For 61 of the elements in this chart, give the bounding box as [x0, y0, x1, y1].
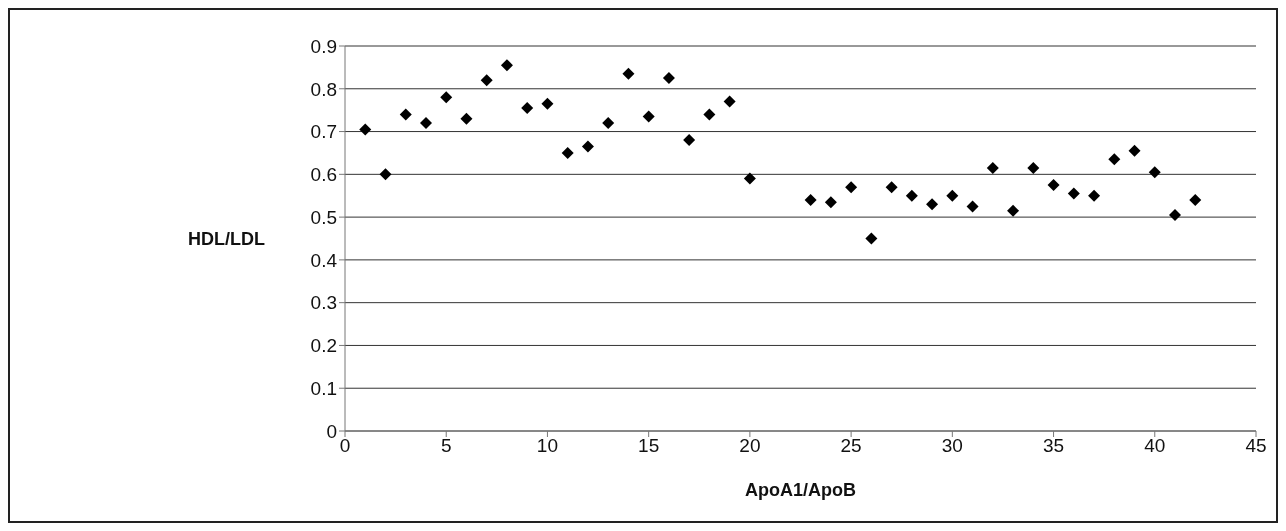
point — [1108, 153, 1121, 166]
point — [399, 108, 412, 121]
point — [419, 117, 432, 129]
point — [602, 117, 615, 129]
x-tick-label: 25 — [840, 435, 862, 457]
point — [1007, 204, 1020, 217]
point — [460, 112, 473, 125]
x-tick-label: 35 — [1042, 435, 1065, 457]
point — [946, 189, 959, 202]
y-tick-label: 0.8 — [310, 78, 337, 100]
y-tick-label: 0.3 — [310, 292, 337, 314]
point — [622, 67, 635, 80]
point — [1067, 187, 1080, 200]
x-tick-label: 20 — [739, 435, 761, 457]
y-tick-label: 0.5 — [310, 206, 337, 228]
point — [905, 189, 918, 202]
point — [662, 72, 675, 85]
point — [480, 74, 493, 87]
point — [1189, 194, 1202, 206]
point — [986, 161, 999, 174]
point — [1169, 208, 1182, 221]
point — [966, 200, 979, 213]
point — [824, 196, 837, 209]
point — [1047, 179, 1060, 192]
point — [1148, 166, 1161, 179]
point — [1027, 161, 1040, 174]
point — [845, 181, 858, 194]
point — [541, 97, 554, 110]
point — [359, 123, 372, 136]
x-axis-title: ApoA1/ApoB — [745, 480, 856, 500]
x-tick-label: 5 — [440, 435, 452, 457]
y-tick-label: 0.9 — [310, 35, 337, 57]
point — [804, 194, 817, 206]
y-tick-label: 0.6 — [310, 164, 337, 186]
point — [1088, 189, 1101, 202]
point — [581, 140, 594, 153]
point — [703, 108, 716, 121]
y-axis-title: HDL/LDL — [188, 228, 265, 249]
x-tick-label: 45 — [1245, 435, 1267, 457]
y-tick-label: 0.2 — [310, 335, 337, 357]
y-tick-label: 0.7 — [310, 121, 337, 143]
x-tick-label: 40 — [1144, 435, 1166, 457]
point — [561, 146, 574, 159]
y-tick-label: 0.4 — [310, 249, 338, 271]
x-tick-label: 30 — [941, 435, 963, 457]
point — [1128, 144, 1141, 157]
point — [865, 232, 878, 245]
point — [926, 198, 939, 211]
point — [642, 110, 655, 123]
point — [683, 134, 696, 147]
point — [723, 95, 736, 108]
point — [379, 168, 392, 181]
y-tick-label: 0 — [326, 420, 337, 442]
point — [743, 172, 756, 185]
point — [885, 181, 898, 194]
point — [440, 91, 453, 104]
point — [500, 59, 513, 72]
x-tick-label: 15 — [638, 435, 660, 457]
x-tick-label: 10 — [536, 435, 559, 457]
y-tick-label: 0.1 — [310, 377, 337, 399]
point — [521, 102, 534, 115]
